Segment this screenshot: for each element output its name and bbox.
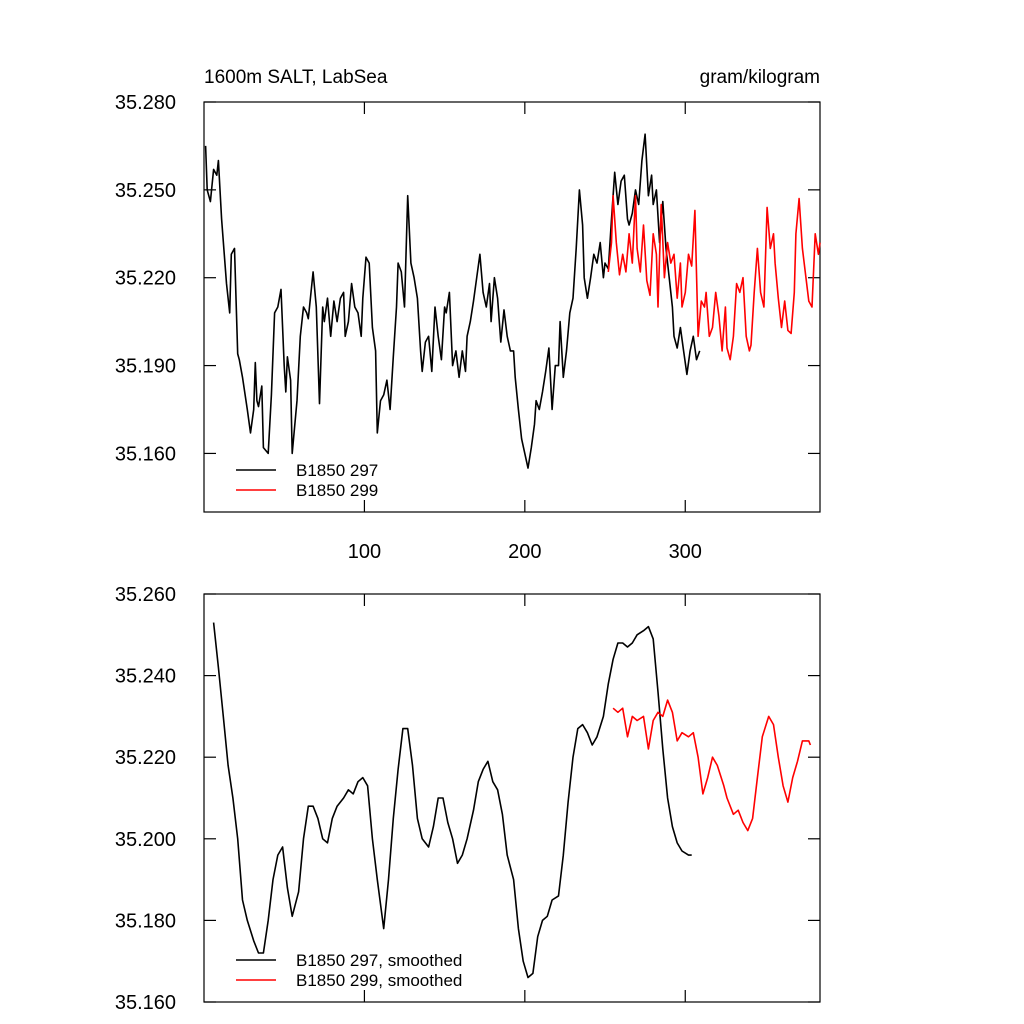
data-line [212, 622, 692, 979]
y-tick-label: 35.250 [115, 180, 176, 202]
y-tick-label: 35.160 [115, 443, 176, 465]
x-tick-label: 200 [508, 541, 541, 563]
legend-label: B1850 297 [296, 461, 378, 480]
y-tick-label: 35.220 [115, 268, 176, 290]
legend-label: B1850 297, smoothed [296, 951, 462, 970]
y-tick-label: 35.280 [115, 92, 176, 114]
data-line [607, 194, 821, 361]
plot-frame [203, 101, 821, 513]
data-line [204, 133, 701, 469]
y-tick-label: 35.200 [115, 829, 176, 851]
subtitle-left: 1600m SALT, LabSea [204, 67, 388, 88]
legend-label: B1850 299 [296, 481, 378, 500]
legend-label: B1850 299, smoothed [296, 971, 462, 990]
x-tick-label: 300 [669, 541, 702, 563]
subtitle-right: gram/kilogram [700, 67, 820, 88]
plot-frame [203, 593, 821, 1003]
y-tick-label: 35.220 [115, 747, 176, 769]
y-tick-label: 35.180 [115, 910, 176, 932]
y-tick-label: 35.190 [115, 356, 176, 378]
y-tick-label: 35.160 [115, 992, 176, 1014]
y-tick-label: 35.260 [115, 584, 176, 606]
x-tick-label: 100 [348, 541, 381, 563]
data-line [612, 699, 812, 832]
y-tick-label: 35.240 [115, 666, 176, 688]
